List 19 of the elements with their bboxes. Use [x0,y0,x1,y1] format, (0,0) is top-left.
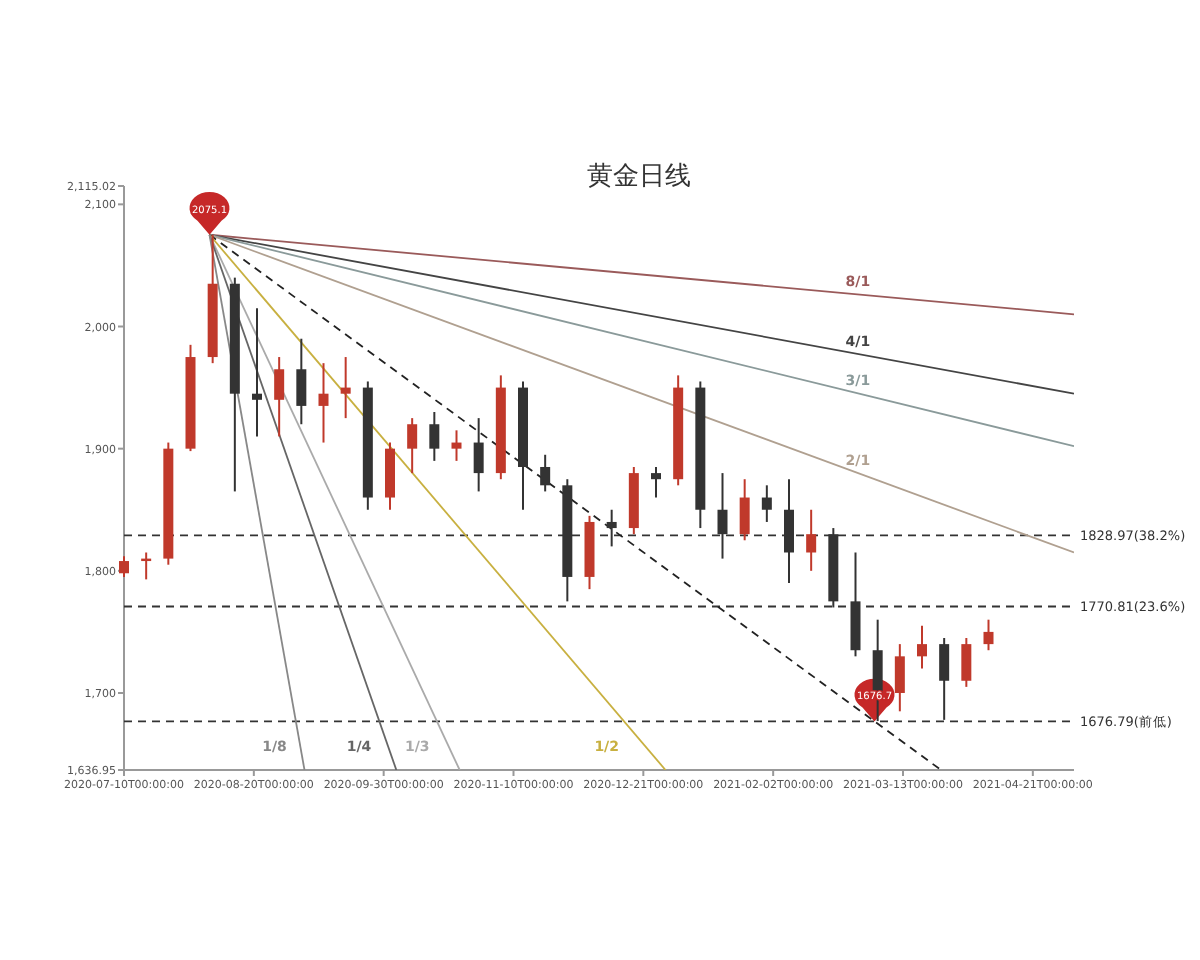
candlestick [473,417,484,493]
candlestick [540,453,551,493]
candlestick [917,624,927,670]
candlestick [252,307,262,438]
candlestick [961,637,972,688]
candlestick [806,508,817,572]
candlestick [894,643,905,713]
candlestick [340,356,351,420]
candlestick [739,478,750,542]
candlestick [761,484,772,523]
candlestick [651,465,661,499]
candlestick [451,429,462,462]
candlestick [274,356,285,438]
candlestick [407,417,418,475]
candlestick [296,337,307,426]
chart-title: 黄金日线 [587,162,691,192]
candlestick [429,411,440,462]
candlestick [318,362,329,444]
candlestick [983,618,994,652]
